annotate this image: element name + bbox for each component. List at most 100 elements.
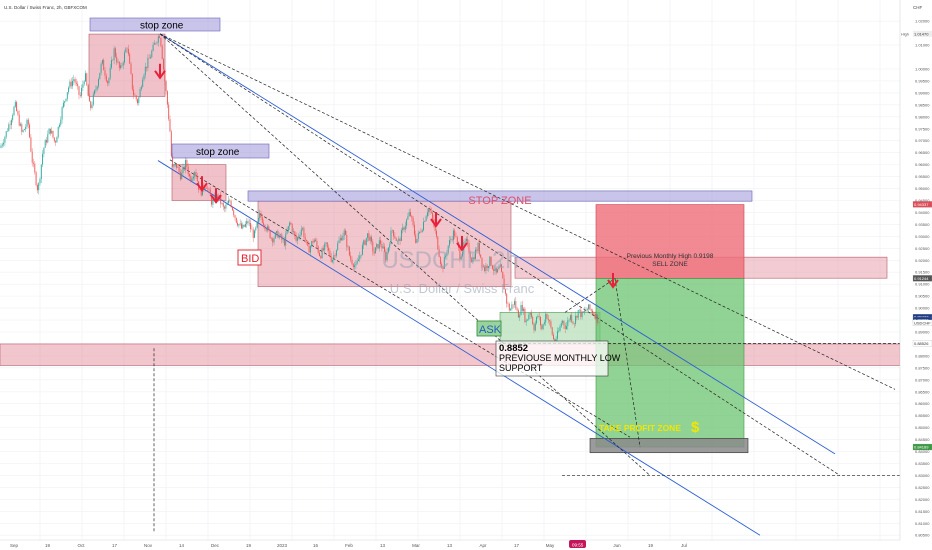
time-tick-label: 17 xyxy=(112,543,118,548)
candle-body xyxy=(524,308,526,322)
candle-body xyxy=(566,326,567,329)
candle-body xyxy=(94,90,96,95)
candle-body xyxy=(156,42,158,44)
candle-body xyxy=(251,229,253,230)
price-tick-label: 0.90500 xyxy=(915,294,930,299)
candle-body xyxy=(332,260,333,262)
candle-body xyxy=(178,167,180,173)
price-tick-label: 0.86500 xyxy=(915,389,930,394)
candle-body xyxy=(334,255,336,256)
time-tick-label: Sep xyxy=(10,543,19,548)
candle-body xyxy=(66,92,68,99)
candle-body xyxy=(64,101,66,103)
candle-body xyxy=(4,136,6,143)
candle-body xyxy=(345,230,346,235)
candle-body xyxy=(315,239,317,241)
price-axis[interactable] xyxy=(900,0,932,550)
candle-body xyxy=(464,241,466,243)
candle-body xyxy=(475,249,476,259)
candle-body xyxy=(31,151,33,163)
price-tick-label: 0.83000 xyxy=(915,473,930,478)
candle-body xyxy=(42,153,44,165)
candle-body xyxy=(533,324,535,331)
candle-body xyxy=(364,240,366,245)
candle-body xyxy=(138,97,140,104)
candle-body xyxy=(278,235,280,238)
candle-body xyxy=(51,130,53,134)
candle-body xyxy=(592,310,593,314)
price-tag-entry: 0.91244 xyxy=(914,276,929,281)
candle-body xyxy=(12,115,14,121)
high-label: High xyxy=(901,32,909,36)
time-axis[interactable] xyxy=(0,540,900,550)
candle-body xyxy=(317,246,319,253)
stop-zone-top-left xyxy=(88,33,166,97)
candle-body xyxy=(17,111,19,115)
candle-body xyxy=(265,228,267,231)
candle-body xyxy=(374,247,376,254)
stop-zone-wide xyxy=(247,190,753,202)
dashed-trend-1 xyxy=(159,33,841,476)
candle-body xyxy=(120,65,122,69)
price-tags: 0.943370.912440.894220.89388USDCHF0.8852… xyxy=(912,201,932,451)
candle-body xyxy=(299,234,301,237)
candle-body xyxy=(452,230,454,241)
red-arrow-head-icon xyxy=(210,194,222,204)
price-tick-label: 0.95500 xyxy=(915,174,930,179)
candle-body xyxy=(384,246,385,252)
candle-body xyxy=(125,48,127,53)
candle-body xyxy=(541,325,543,329)
support-label-price: 0.8852 xyxy=(499,343,528,354)
candle-body xyxy=(14,102,16,107)
candle-body xyxy=(365,237,367,245)
candle-body xyxy=(468,242,470,254)
time-tick-label: 17 xyxy=(514,543,520,548)
candle-body xyxy=(195,172,197,177)
price-tick-label: 0.81500 xyxy=(915,509,930,514)
candle-body xyxy=(338,240,340,244)
candle-body xyxy=(70,81,72,87)
candle-body xyxy=(254,230,255,238)
candle-body xyxy=(247,221,249,224)
candle-body xyxy=(107,81,109,84)
channel-lower xyxy=(157,160,761,536)
candle-body xyxy=(495,268,497,273)
candle-body xyxy=(590,309,592,311)
candle-body xyxy=(328,247,330,251)
candle-body xyxy=(525,320,527,322)
candle-body xyxy=(255,227,257,231)
currency-label: CHF xyxy=(913,5,922,10)
candle-body xyxy=(33,162,34,164)
candle-body xyxy=(36,185,38,191)
take-profit-zone xyxy=(589,438,749,454)
stop-zone-label-1: stop zone xyxy=(140,21,184,32)
candle-body xyxy=(407,216,409,220)
candle-body xyxy=(261,217,263,223)
candle-body xyxy=(233,210,235,216)
candle-body xyxy=(575,315,577,324)
candle-body xyxy=(523,308,525,311)
candle-body xyxy=(291,224,293,233)
candle-body xyxy=(564,325,566,329)
candle-body xyxy=(96,86,98,90)
time-tick-label: Apr xyxy=(479,543,487,548)
watermark-symbol: USDCHF, 2h xyxy=(381,247,518,274)
candle-body xyxy=(326,242,328,248)
candle-body xyxy=(100,63,102,73)
candle-body xyxy=(163,59,164,70)
candle-body xyxy=(166,91,168,105)
candle-body xyxy=(40,164,42,179)
candle-body xyxy=(350,255,352,260)
price-tag-symbol-box xyxy=(912,319,932,327)
candle-body xyxy=(471,258,473,263)
candle-body xyxy=(543,322,545,325)
candle-body xyxy=(324,243,326,251)
candle-body xyxy=(482,265,484,267)
candle-body xyxy=(467,238,469,243)
candle-body xyxy=(462,251,463,257)
price-tag-low: 0.88526 xyxy=(914,341,929,346)
candle-body xyxy=(436,230,437,237)
candle-body xyxy=(360,254,362,256)
candle-body xyxy=(367,233,369,238)
